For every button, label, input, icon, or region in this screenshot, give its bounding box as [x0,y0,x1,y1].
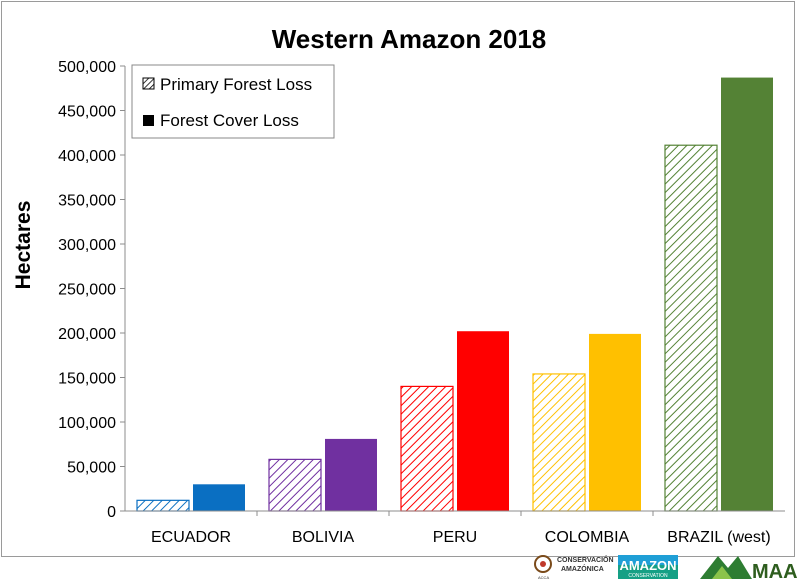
x-tick-label: PERU [433,529,477,546]
acca-logo-line2: AMAZÓNICA [561,564,604,573]
acca-emblem-center-icon [540,561,546,567]
bar-primary-forest-loss-peru [400,385,454,512]
y-tick-label: 100,000 [58,415,116,432]
chart-frame [1,1,795,557]
bar-primary-forest-loss-brazil-west [664,144,718,512]
x-axis: ECUADOR BOLIVIA PERU COLOMBIA BRAZIL (west) [125,510,785,546]
y-tick-label: 400,000 [58,148,116,165]
maap-mountain-light-icon [712,566,732,579]
y-tick-label: 250,000 [58,282,116,299]
y-tick-label: 300,000 [58,237,116,254]
bars [136,77,773,512]
amazon-logo-band [618,555,678,565]
legend: Primary Forest Loss Forest Cover Loss [131,64,335,139]
legend-swatch-primary-forest-loss [142,77,155,90]
y-tick-label: 50,000 [67,460,116,477]
y-axis-label: Hectares [12,201,35,290]
acca-logo-sub: ACCA [538,575,549,580]
conservacion-amazonica-logo: CONSERVACIÓN AMAZÓNICA ACCA [534,555,614,580]
bar-primary-forest-loss-colombia [532,373,586,512]
x-tick-label: BOLIVIA [292,529,355,546]
bar-forest-cover-loss-ecuador [193,484,245,511]
amazon-conservation-logo: AMAZON CONSERVATION [618,555,678,579]
legend-label-primary-forest-loss: Primary Forest Loss [160,75,312,94]
bar-primary-forest-loss-ecuador [136,499,190,512]
bar-forest-cover-loss-bolivia [325,438,377,511]
bar-forest-cover-loss-colombia [589,333,641,511]
amazon-logo-line1: AMAZON [619,558,676,573]
x-tick-label: BRAZIL (west) [667,529,770,546]
y-tick-label: 0 [107,504,116,521]
maap-mountains-icon [700,556,752,579]
acca-logo-line1: CONSERVACIÓN [557,555,614,564]
legend-label-forest-cover-loss: Forest Cover Loss [160,111,299,130]
x-tick-label: COLOMBIA [545,529,630,546]
legend-box [131,64,335,139]
maap-logo-text: MAAP [752,561,798,580]
y-tick-label: 350,000 [58,193,116,210]
y-tick-label: 500,000 [58,59,116,76]
y-tick-label: 150,000 [58,371,116,388]
bar-forest-cover-loss-peru [457,331,509,511]
bar-primary-forest-loss-bolivia [268,458,322,512]
y-tick-label: 200,000 [58,326,116,343]
x-tick-label: ECUADOR [151,529,231,546]
maap-logo: MAAP [700,556,798,580]
amazon-logo-line2: CONSERVATION [628,573,668,579]
bar-forest-cover-loss-brazil-west [721,77,773,511]
y-tick-label: 450,000 [58,104,116,121]
chart-title: Western Amazon 2018 [272,24,547,54]
legend-swatch-forest-cover-loss [143,115,154,126]
y-axis: 0 50,000 100,000 150,000 200,000 250,000 300,0… [58,59,126,521]
